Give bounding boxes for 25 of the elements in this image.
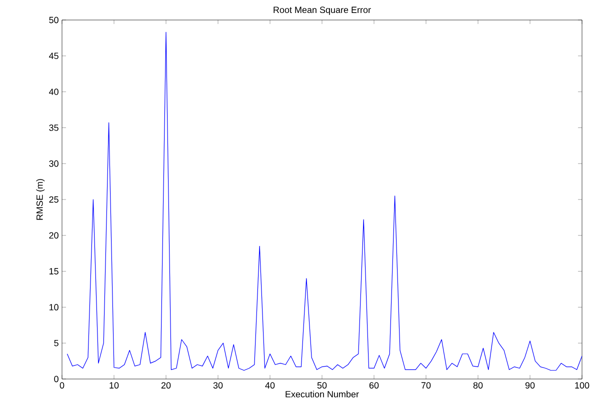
y-tick-label: 10 <box>49 304 58 310</box>
y-axis-title: RMSE (m) <box>36 179 45 220</box>
y-tick-label: 15 <box>49 268 58 274</box>
chart-title: Root Mean Square Error <box>274 6 371 15</box>
x-tick-label: 20 <box>161 382 171 389</box>
x-tick-label: 90 <box>525 382 535 389</box>
y-tick-label: 45 <box>49 52 58 60</box>
y-tick-label: 30 <box>49 160 58 167</box>
y-tick-label: 50 <box>49 16 58 24</box>
x-tick-label: 60 <box>369 382 379 389</box>
x-tick-label: 40 <box>265 382 275 389</box>
y-tick-label: 25 <box>49 196 58 203</box>
y-tick-label: 20 <box>49 232 58 239</box>
x-tick-label: 0 <box>60 382 64 389</box>
y-tick-label: 5 <box>54 340 58 346</box>
x-tick-label: 100 <box>575 382 590 389</box>
x-tick-label: 30 <box>213 382 223 389</box>
x-tick-label: 10 <box>110 382 119 389</box>
x-tick-label: 70 <box>421 382 431 389</box>
y-tick-label: 35 <box>49 124 58 131</box>
y-tick-label: 40 <box>49 88 58 95</box>
x-tick-label: 80 <box>473 382 483 389</box>
x-axis-title: Execution Number <box>286 390 359 398</box>
y-tick-label: 0 <box>54 376 58 382</box>
x-tick-label: 50 <box>317 382 327 389</box>
